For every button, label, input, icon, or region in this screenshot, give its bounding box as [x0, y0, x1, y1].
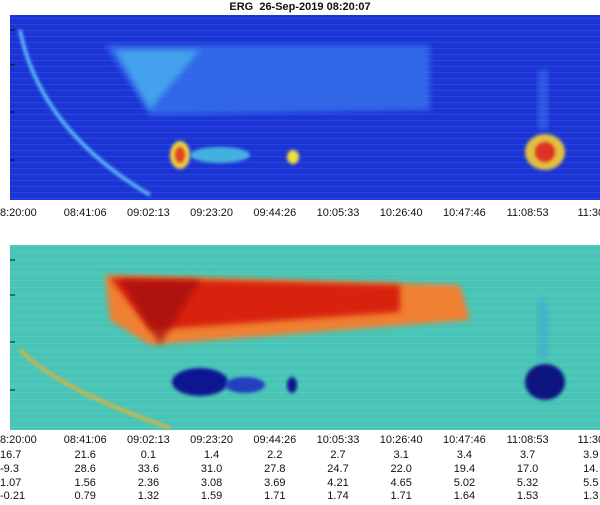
time-label: 11:08:53: [507, 207, 549, 219]
time-label: 11:30: [577, 434, 600, 446]
table-cell: 1.64: [454, 490, 475, 500]
table-cell: 2.36: [138, 477, 159, 489]
time-label: 09:23:20: [190, 434, 233, 446]
table-cell: 1.3: [583, 490, 598, 500]
time-label: 8:20:00: [0, 207, 37, 219]
spectrogram-top: [10, 15, 600, 200]
time-label: 09:44:26: [253, 434, 296, 446]
time-label: 10:05:33: [317, 434, 360, 446]
table-cell: 0.1: [141, 449, 156, 461]
table-cell: 4.65: [390, 477, 411, 489]
table-cell: 1.56: [74, 477, 95, 489]
table-cell: 2.2: [267, 449, 282, 461]
table-cell: 1.32: [138, 490, 159, 500]
time-label: 10:26:40: [380, 207, 423, 219]
time-label: 10:26:40: [380, 434, 423, 446]
table-cell: 14.: [583, 463, 598, 475]
table-cell: 3.7: [520, 449, 535, 461]
table-cell: 16.7: [0, 449, 21, 461]
table-cell: 31.0: [201, 463, 222, 475]
table-cell: -9.3: [0, 463, 19, 475]
time-label: 10:47:46: [443, 434, 486, 446]
time-label: 09:44:26: [253, 207, 296, 219]
spectrogram-bottom: [10, 245, 600, 430]
table-cell: 22.0: [390, 463, 411, 475]
table-cell: 1.71: [390, 490, 411, 500]
table-cell: 3.1: [394, 449, 409, 461]
time-label: 10:47:46: [443, 207, 486, 219]
time-label: 09:02:13: [127, 434, 170, 446]
time-label: 11:30: [577, 207, 600, 219]
time-label: 09:02:13: [127, 207, 170, 219]
table-cell: 17.0: [517, 463, 538, 475]
table-cell: 1.74: [327, 490, 348, 500]
time-label: 09:23:20: [190, 207, 233, 219]
table-cell: 3.4: [457, 449, 472, 461]
time-label: 08:41:06: [64, 434, 107, 446]
table-cell: 5.5: [583, 477, 598, 489]
table-cell: 4.21: [327, 477, 348, 489]
table-cell: 24.7: [327, 463, 348, 475]
table-cell: 3.08: [201, 477, 222, 489]
table-cell: 1.4: [204, 449, 219, 461]
table-cell: 1.59: [201, 490, 222, 500]
table-cell: 2.7: [330, 449, 345, 461]
table-cell: 28.6: [74, 463, 95, 475]
table-cell: 1.71: [264, 490, 285, 500]
table-cell: 19.4: [454, 463, 475, 475]
table-cell: 0.79: [74, 490, 95, 500]
table-cell: 3.69: [264, 477, 285, 489]
title: ERG 26-Sep-2019 08:20:07: [229, 1, 370, 13]
time-label: 10:05:33: [317, 207, 360, 219]
time-label: 8:20:00: [0, 434, 37, 446]
table-cell: 27.8: [264, 463, 285, 475]
time-label: 08:41:06: [64, 207, 107, 219]
table-cell: 3.9: [583, 449, 598, 461]
table-cell: 5.02: [454, 477, 475, 489]
table-cell: 5.32: [517, 477, 538, 489]
table-cell: 21.6: [74, 449, 95, 461]
table-cell: 33.6: [138, 463, 159, 475]
time-label: 11:08:53: [507, 434, 549, 446]
table-cell: 1.53: [517, 490, 538, 500]
table-cell: -0.21: [0, 490, 25, 500]
table-cell: 1.07: [0, 477, 21, 489]
